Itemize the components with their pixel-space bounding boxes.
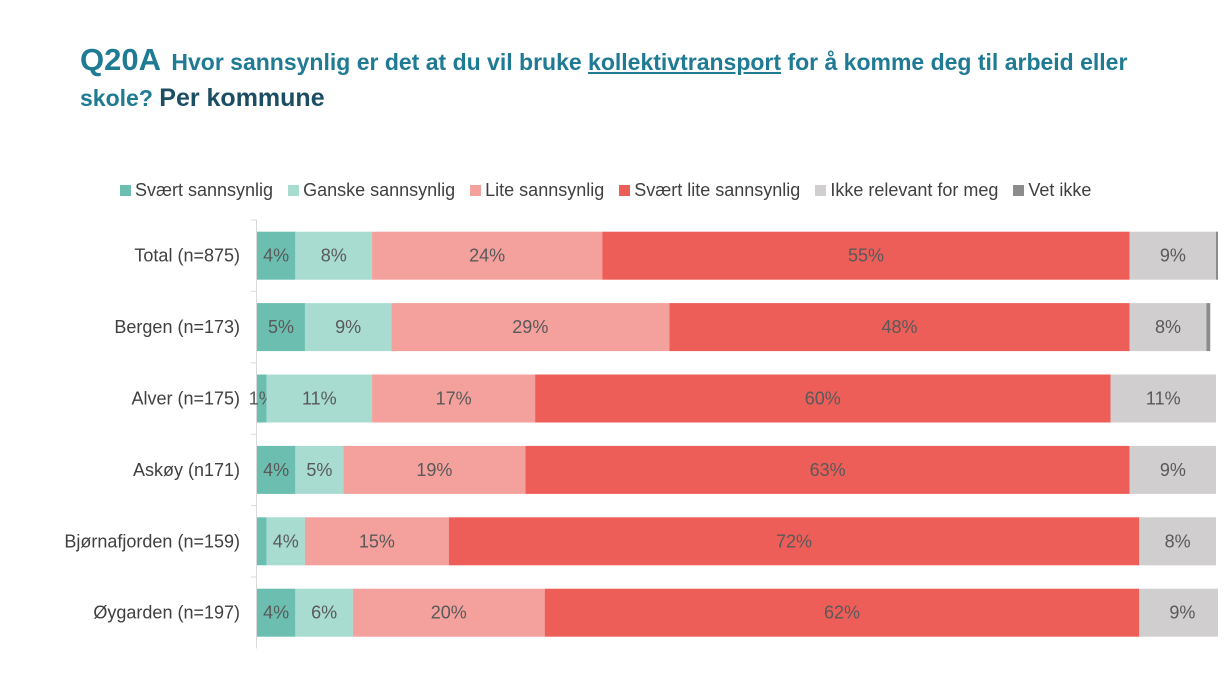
data-label: 72% bbox=[776, 531, 812, 551]
category-label: Total (n=875) bbox=[134, 246, 240, 266]
data-label: 8% bbox=[1165, 531, 1191, 551]
bar-segment bbox=[1139, 588, 1218, 637]
legend-swatch bbox=[1013, 184, 1025, 196]
bar-segment bbox=[257, 374, 267, 423]
data-label: 8% bbox=[1155, 317, 1181, 337]
bar-segment bbox=[257, 517, 267, 566]
category-label: Øygarden (n=197) bbox=[93, 603, 240, 623]
bar-segment bbox=[257, 231, 296, 280]
bar-segment bbox=[448, 517, 1140, 566]
title-text-before: Hvor sannsynlig er det at du vil bruke bbox=[171, 49, 582, 75]
bar-segment bbox=[257, 303, 305, 352]
data-label: 9% bbox=[1160, 460, 1186, 480]
legend-item: Lite sannsynlig bbox=[470, 180, 604, 201]
data-label: 4% bbox=[273, 531, 299, 551]
bar-segment bbox=[1129, 231, 1216, 280]
data-label: 11% bbox=[302, 389, 337, 409]
bar-segment bbox=[391, 303, 670, 352]
category-label: Bjørnafjorden (n=159) bbox=[64, 531, 240, 551]
bar-segment bbox=[295, 588, 353, 637]
data-label: 4% bbox=[263, 460, 289, 480]
data-label: 20% bbox=[431, 603, 467, 623]
data-label: 19% bbox=[416, 460, 452, 480]
legend-item: Vet ikke bbox=[1013, 180, 1091, 201]
bar-segment bbox=[1216, 231, 1218, 280]
bar-segment bbox=[372, 374, 536, 423]
chart-title: Q20A Hvor sannsynlig er det at du vil br… bbox=[80, 42, 1190, 116]
data-label: 55% bbox=[848, 246, 884, 266]
legend-label: Svært lite sannsynlig bbox=[634, 179, 801, 200]
bar-segment bbox=[525, 445, 1130, 494]
bar-segment bbox=[257, 588, 296, 637]
category-label: Askøy (n171) bbox=[133, 460, 240, 480]
bar-segment bbox=[535, 374, 1111, 423]
data-label: 8% bbox=[321, 246, 347, 266]
data-label: 6% bbox=[311, 603, 337, 623]
legend-label: Lite sannsynlig bbox=[485, 179, 605, 200]
data-label: 63% bbox=[810, 460, 846, 480]
bar-segment bbox=[1129, 445, 1216, 494]
bar-segment bbox=[257, 445, 296, 494]
data-label: 9% bbox=[1160, 246, 1186, 266]
bar-segment bbox=[1129, 303, 1207, 352]
bar-segment bbox=[343, 445, 526, 494]
legend-label: Vet ikke bbox=[1028, 179, 1092, 200]
legend-swatch bbox=[288, 184, 300, 196]
bar-segment bbox=[544, 588, 1140, 637]
legend-item: Ikke relevant for meg bbox=[815, 180, 998, 201]
title-text-after: for å komme deg til arbeid eller skole? bbox=[80, 49, 1128, 111]
data-label: 24% bbox=[469, 246, 505, 266]
data-label: 11% bbox=[1146, 389, 1181, 409]
legend-item: Ganske sannsynlig bbox=[288, 180, 455, 201]
bar-segment bbox=[1110, 374, 1216, 423]
bar-segment bbox=[304, 517, 449, 566]
data-label: 9% bbox=[1169, 603, 1195, 623]
data-label: 4% bbox=[263, 246, 289, 266]
legend-label: Svært sannsynlig bbox=[135, 179, 274, 200]
bar-segment bbox=[266, 517, 305, 566]
legend-label: Ikke relevant for meg bbox=[830, 179, 999, 200]
data-label: 9% bbox=[335, 317, 361, 337]
bar-segment bbox=[352, 588, 545, 637]
legend-swatch bbox=[120, 184, 131, 196]
bar-segment bbox=[295, 445, 344, 494]
data-label: 48% bbox=[882, 317, 918, 337]
bar-segment bbox=[669, 303, 1130, 352]
data-label: 60% bbox=[805, 389, 841, 409]
data-label: 15% bbox=[359, 531, 395, 551]
legend-label: Ganske sannsynlig bbox=[303, 179, 456, 200]
legend-swatch bbox=[619, 184, 631, 196]
bar-segment bbox=[1206, 303, 1211, 352]
data-label: 4% bbox=[263, 603, 289, 623]
title-keyword: kollektivtransport bbox=[588, 49, 782, 75]
question-id: Q20A bbox=[80, 42, 161, 77]
bar-segment bbox=[372, 231, 603, 280]
legend-swatch bbox=[815, 184, 827, 196]
category-label: Bergen (n=173) bbox=[114, 317, 240, 337]
legend-swatch bbox=[470, 184, 482, 196]
chart-legend: Svært sannsynlig Ganske sannsynlig Lite sa… bbox=[120, 178, 1106, 202]
data-label: 5% bbox=[268, 317, 294, 337]
data-label: 5% bbox=[306, 460, 332, 480]
data-label: 62% bbox=[824, 603, 860, 623]
bar-segment bbox=[295, 231, 373, 280]
bar-segment bbox=[266, 374, 373, 423]
bar-segment bbox=[304, 303, 392, 352]
legend-item: Svært lite sannsynlig bbox=[619, 180, 800, 201]
category-label: Alver (n=175) bbox=[131, 389, 240, 409]
data-label: 17% bbox=[436, 389, 472, 409]
data-label: 29% bbox=[512, 317, 548, 337]
title-suffix: Per kommune bbox=[159, 84, 325, 112]
bar-segment bbox=[602, 231, 1130, 280]
bar-segment bbox=[1139, 517, 1216, 566]
legend-item: Svært sannsynlig bbox=[120, 180, 273, 201]
